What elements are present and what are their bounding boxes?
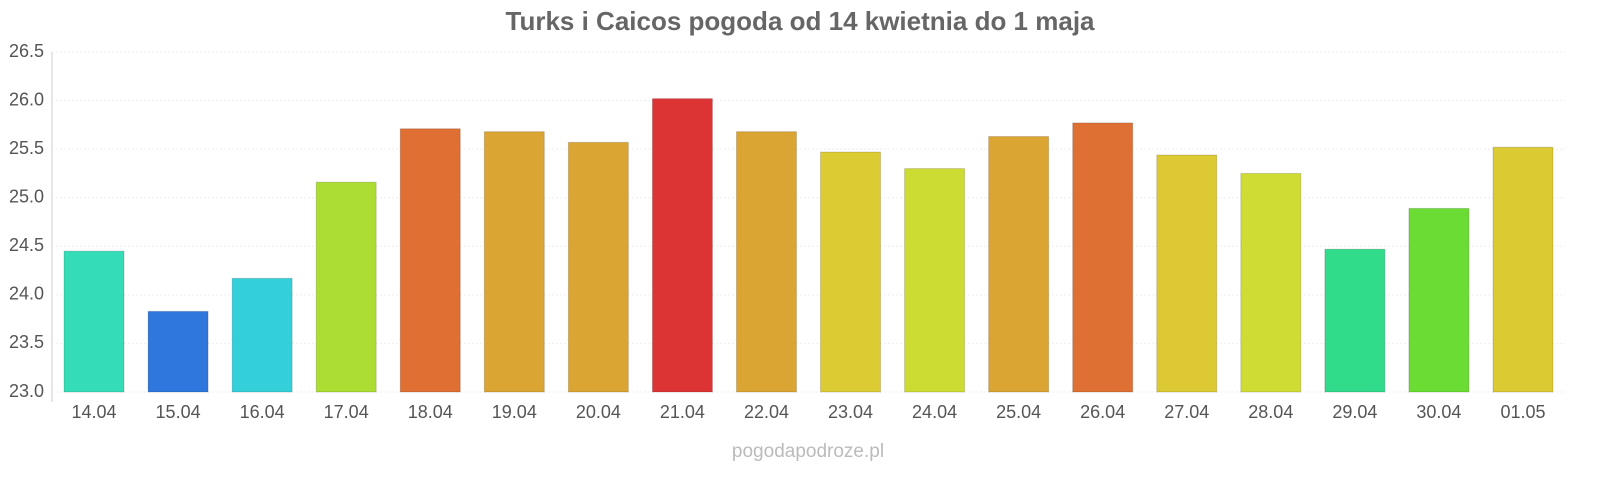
x-tick-label: 15.04 xyxy=(156,402,201,422)
x-tick-label: 01.05 xyxy=(1500,402,1545,422)
bar xyxy=(399,128,461,393)
x-tick-label: 14.04 xyxy=(72,402,117,422)
x-tick-label: 17.04 xyxy=(324,402,369,422)
chart-title: Turks i Caicos pogoda od 14 kwietnia do … xyxy=(506,6,1096,36)
y-tick-label: 23.5 xyxy=(9,332,44,352)
y-tick-label: 26.0 xyxy=(9,89,44,109)
x-tick-label: 16.04 xyxy=(240,402,285,422)
bar xyxy=(1240,172,1302,393)
bar xyxy=(820,151,882,393)
bar xyxy=(483,131,545,393)
x-tick-label: 27.04 xyxy=(1164,402,1209,422)
x-tick-label: 19.04 xyxy=(492,402,537,422)
bar xyxy=(1072,122,1134,393)
x-tick-label: 25.04 xyxy=(996,402,1041,422)
bar xyxy=(315,181,377,393)
bar xyxy=(735,131,797,393)
y-tick-label: 24.5 xyxy=(9,235,44,255)
x-tick-label: 30.04 xyxy=(1416,402,1461,422)
bar xyxy=(567,141,629,393)
y-tick-label: 23.0 xyxy=(9,381,44,401)
x-tick-label: 29.04 xyxy=(1332,402,1377,422)
bar xyxy=(1492,146,1554,393)
x-tick-label: 26.04 xyxy=(1080,402,1125,422)
bar xyxy=(988,136,1050,393)
x-tick-label: 18.04 xyxy=(408,402,453,422)
x-tick-label: 28.04 xyxy=(1248,402,1293,422)
y-tick-label: 24.0 xyxy=(9,284,44,304)
bar xyxy=(1324,248,1386,393)
x-tick-label: 21.04 xyxy=(660,402,705,422)
x-tick-label: 20.04 xyxy=(576,402,621,422)
bar xyxy=(1156,154,1218,393)
x-tick-label: 24.04 xyxy=(912,402,957,422)
y-tick-label: 25.5 xyxy=(9,138,44,158)
bar xyxy=(1408,207,1470,393)
x-tick-label: 23.04 xyxy=(828,402,873,422)
source: pogodapodroze.pl xyxy=(732,441,884,462)
bar xyxy=(147,310,209,393)
bar xyxy=(231,277,293,393)
bar xyxy=(904,168,966,393)
x-tick-label: 22.04 xyxy=(744,402,789,422)
bar xyxy=(651,98,713,393)
y-tick-label: 25.0 xyxy=(9,186,44,206)
y-tick-label: 26.5 xyxy=(9,41,44,61)
bar xyxy=(63,250,125,393)
